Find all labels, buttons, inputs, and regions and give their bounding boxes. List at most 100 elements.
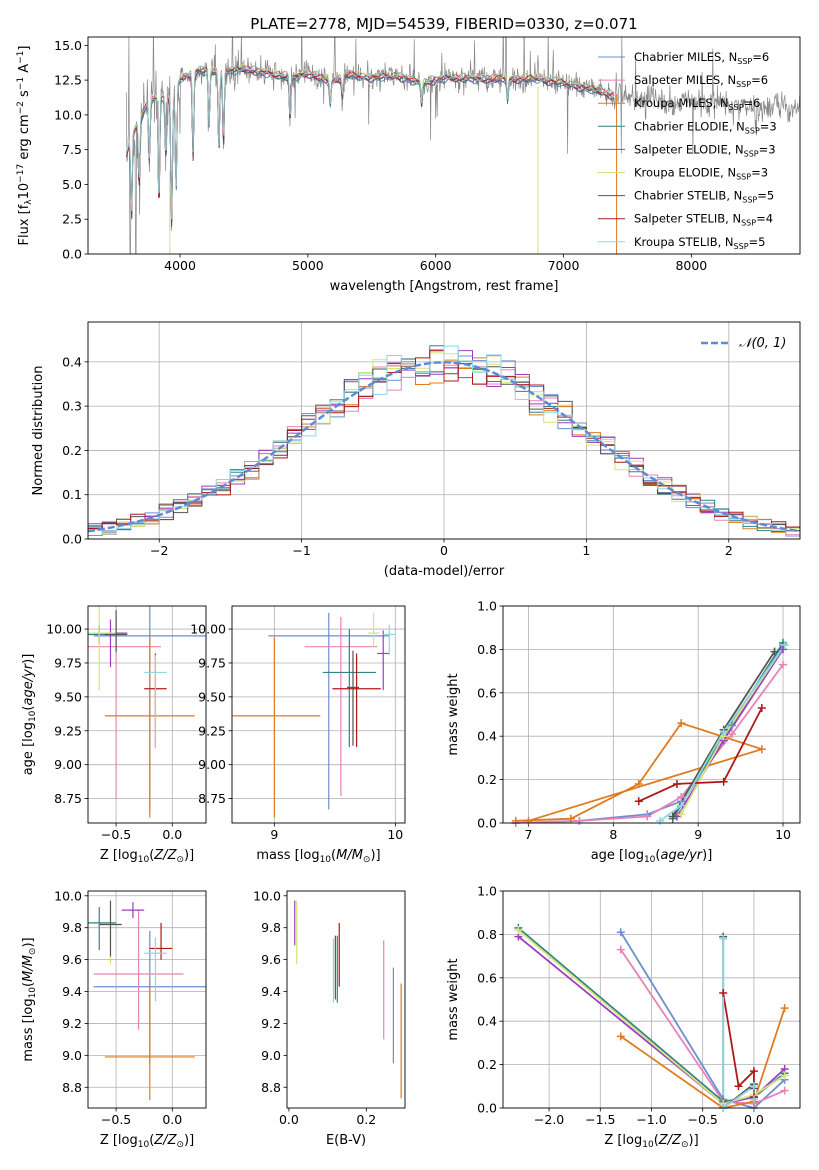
label-part: mass [log xyxy=(256,848,319,863)
label-part: −2 xyxy=(16,101,26,114)
label-part: λ xyxy=(24,199,34,205)
label-part: Z/Z xyxy=(153,1133,177,1148)
legend: 𝒩(0, 1) xyxy=(701,336,786,351)
y-tick-label: 0.2 xyxy=(62,443,82,458)
y-tick-label: 9.4 xyxy=(62,984,82,999)
label-part: )] xyxy=(702,848,712,863)
label-part: −17 xyxy=(16,164,26,183)
label-part: A xyxy=(17,64,32,77)
x-tick-label: −1.0 xyxy=(636,1112,666,1127)
y-tick-label: 0.2 xyxy=(477,1057,497,1072)
y-tick-label: 0.8 xyxy=(477,642,497,657)
x-tick-label: 4000 xyxy=(164,258,196,273)
label-part: mass weight xyxy=(446,958,461,1040)
mass-weight-line xyxy=(517,929,786,1105)
label-part: 10 xyxy=(17,183,32,200)
label-part: ( xyxy=(149,1133,154,1148)
legend-entry: Chabrier MILES, NSSP=6 xyxy=(634,50,769,66)
mass-weight-line xyxy=(620,1007,786,1108)
plot-area-age_vs_Z xyxy=(88,606,206,818)
x-tick-label: 5000 xyxy=(292,258,324,273)
y-tick-label: 10.0 xyxy=(54,107,82,122)
y-tick-label: 9.8 xyxy=(62,920,82,935)
axes-frame xyxy=(87,321,801,540)
mass-weight-line xyxy=(620,931,786,1108)
label-part: ] xyxy=(17,46,32,51)
label-part: (data-model)/error xyxy=(384,564,505,579)
y-tick-label: 9.0 xyxy=(261,1048,281,1063)
point-marker xyxy=(677,810,686,819)
x-tick-label: −1.5 xyxy=(585,1112,615,1127)
y-tick-label: 9.2 xyxy=(261,1016,281,1031)
legend-entry: Salpeter MILES, NSSP=6 xyxy=(634,73,768,89)
label-part: 10 xyxy=(642,1140,654,1150)
panel-mass_vs_Z: −0.5 0.08.89.09.29.49.69.810.0Z [log10(Z/… xyxy=(21,888,207,1150)
axes-frame xyxy=(231,605,406,824)
label-part: mass weight xyxy=(446,673,461,755)
plot-area-mass_vs_EBV xyxy=(294,900,402,1099)
label-part: 10 xyxy=(28,987,38,999)
point-marker xyxy=(719,988,728,997)
label-part: )] xyxy=(689,1133,699,1148)
y-tick-label: 0.3 xyxy=(62,399,82,414)
point-marker xyxy=(668,812,677,821)
y-tick-label: 9.0 xyxy=(62,1048,82,1063)
label-part: )] xyxy=(184,848,194,863)
axes-frame xyxy=(87,890,207,1109)
y-axis-label: age [log10(age/yr)] xyxy=(21,654,38,776)
x-tick-label: 9 xyxy=(694,827,702,842)
x-tick-label: 2 xyxy=(725,543,733,558)
mass-weight-line xyxy=(620,949,785,1105)
legend-entry: Chabrier ELODIE, NSSP=3 xyxy=(634,119,777,135)
label-part: ( xyxy=(21,982,36,987)
legend-name: Chabrier STELIB, N xyxy=(634,189,742,203)
legend-sub: SSP xyxy=(744,149,759,158)
panel-mass_vs_EBV: 0.0 0.2 8.8 9.0 9.2 9.4 9.6 9.8 10.0 E(B-V) xyxy=(253,888,406,1148)
point-marker xyxy=(780,1004,789,1013)
label-part: )] xyxy=(370,848,380,863)
normal-reference-curve xyxy=(88,361,800,533)
y-axis-label: mass weight xyxy=(446,673,461,755)
point-marker xyxy=(734,1082,743,1091)
point-marker xyxy=(749,1095,758,1104)
y-axis-label: mass weight xyxy=(446,958,461,1040)
point-marker xyxy=(757,703,766,712)
x-tick-label: −2 xyxy=(150,543,168,558)
y-tick-label: 8.8 xyxy=(261,1080,281,1095)
label-part: Z [log xyxy=(604,1133,642,1148)
y-tick-label: 0.0 xyxy=(62,247,82,262)
point-marker xyxy=(728,721,737,730)
x-tick-label: 6000 xyxy=(420,258,452,273)
panel-spectrum: 4000 5000 6000 7000 8000 0.0 2.5 5.0 7.5 10.0 12.5… xyxy=(16,36,801,294)
label-part: )] xyxy=(21,654,36,664)
x-tick-label: 0.0 xyxy=(744,1112,764,1127)
label-part: erg cm xyxy=(17,114,32,163)
x-tick-label: 0.0 xyxy=(162,827,182,842)
y-tick-label: 8.8 xyxy=(62,1080,82,1095)
legend-entry: 𝒩(0, 1) xyxy=(739,336,786,351)
legend-sub: SSP xyxy=(737,57,752,66)
x-tick-label: −0.5 xyxy=(101,827,131,842)
x-tick-label: −0.5 xyxy=(101,1112,131,1127)
y-tick-label: 0.0 xyxy=(477,1101,497,1116)
y-tick-label: 9.00 xyxy=(198,757,226,772)
point-marker xyxy=(511,816,520,825)
label-part: M/M xyxy=(21,955,36,982)
x-tick-label: 7 xyxy=(524,827,532,842)
label-part: Z [log xyxy=(100,1133,138,1148)
point-marker xyxy=(634,797,643,806)
plot-area-residuals xyxy=(88,345,800,539)
x-tick-label: −0.5 xyxy=(688,1112,718,1127)
x-tick-label: −1 xyxy=(292,543,310,558)
y-tick-label: 1.0 xyxy=(477,599,497,614)
label-part: ⊙ xyxy=(28,948,38,956)
y-tick-label: 9.50 xyxy=(54,689,82,704)
y-tick-label: 10.0 xyxy=(253,888,281,903)
plot-area-mass_vs_Z xyxy=(88,900,206,1101)
point-marker xyxy=(677,719,686,728)
legend-name: Kroupa MILES, N xyxy=(634,96,729,110)
label-part: Z/Z xyxy=(153,848,177,863)
legend-sub: SSP xyxy=(741,219,756,228)
axes-frame xyxy=(87,605,207,824)
